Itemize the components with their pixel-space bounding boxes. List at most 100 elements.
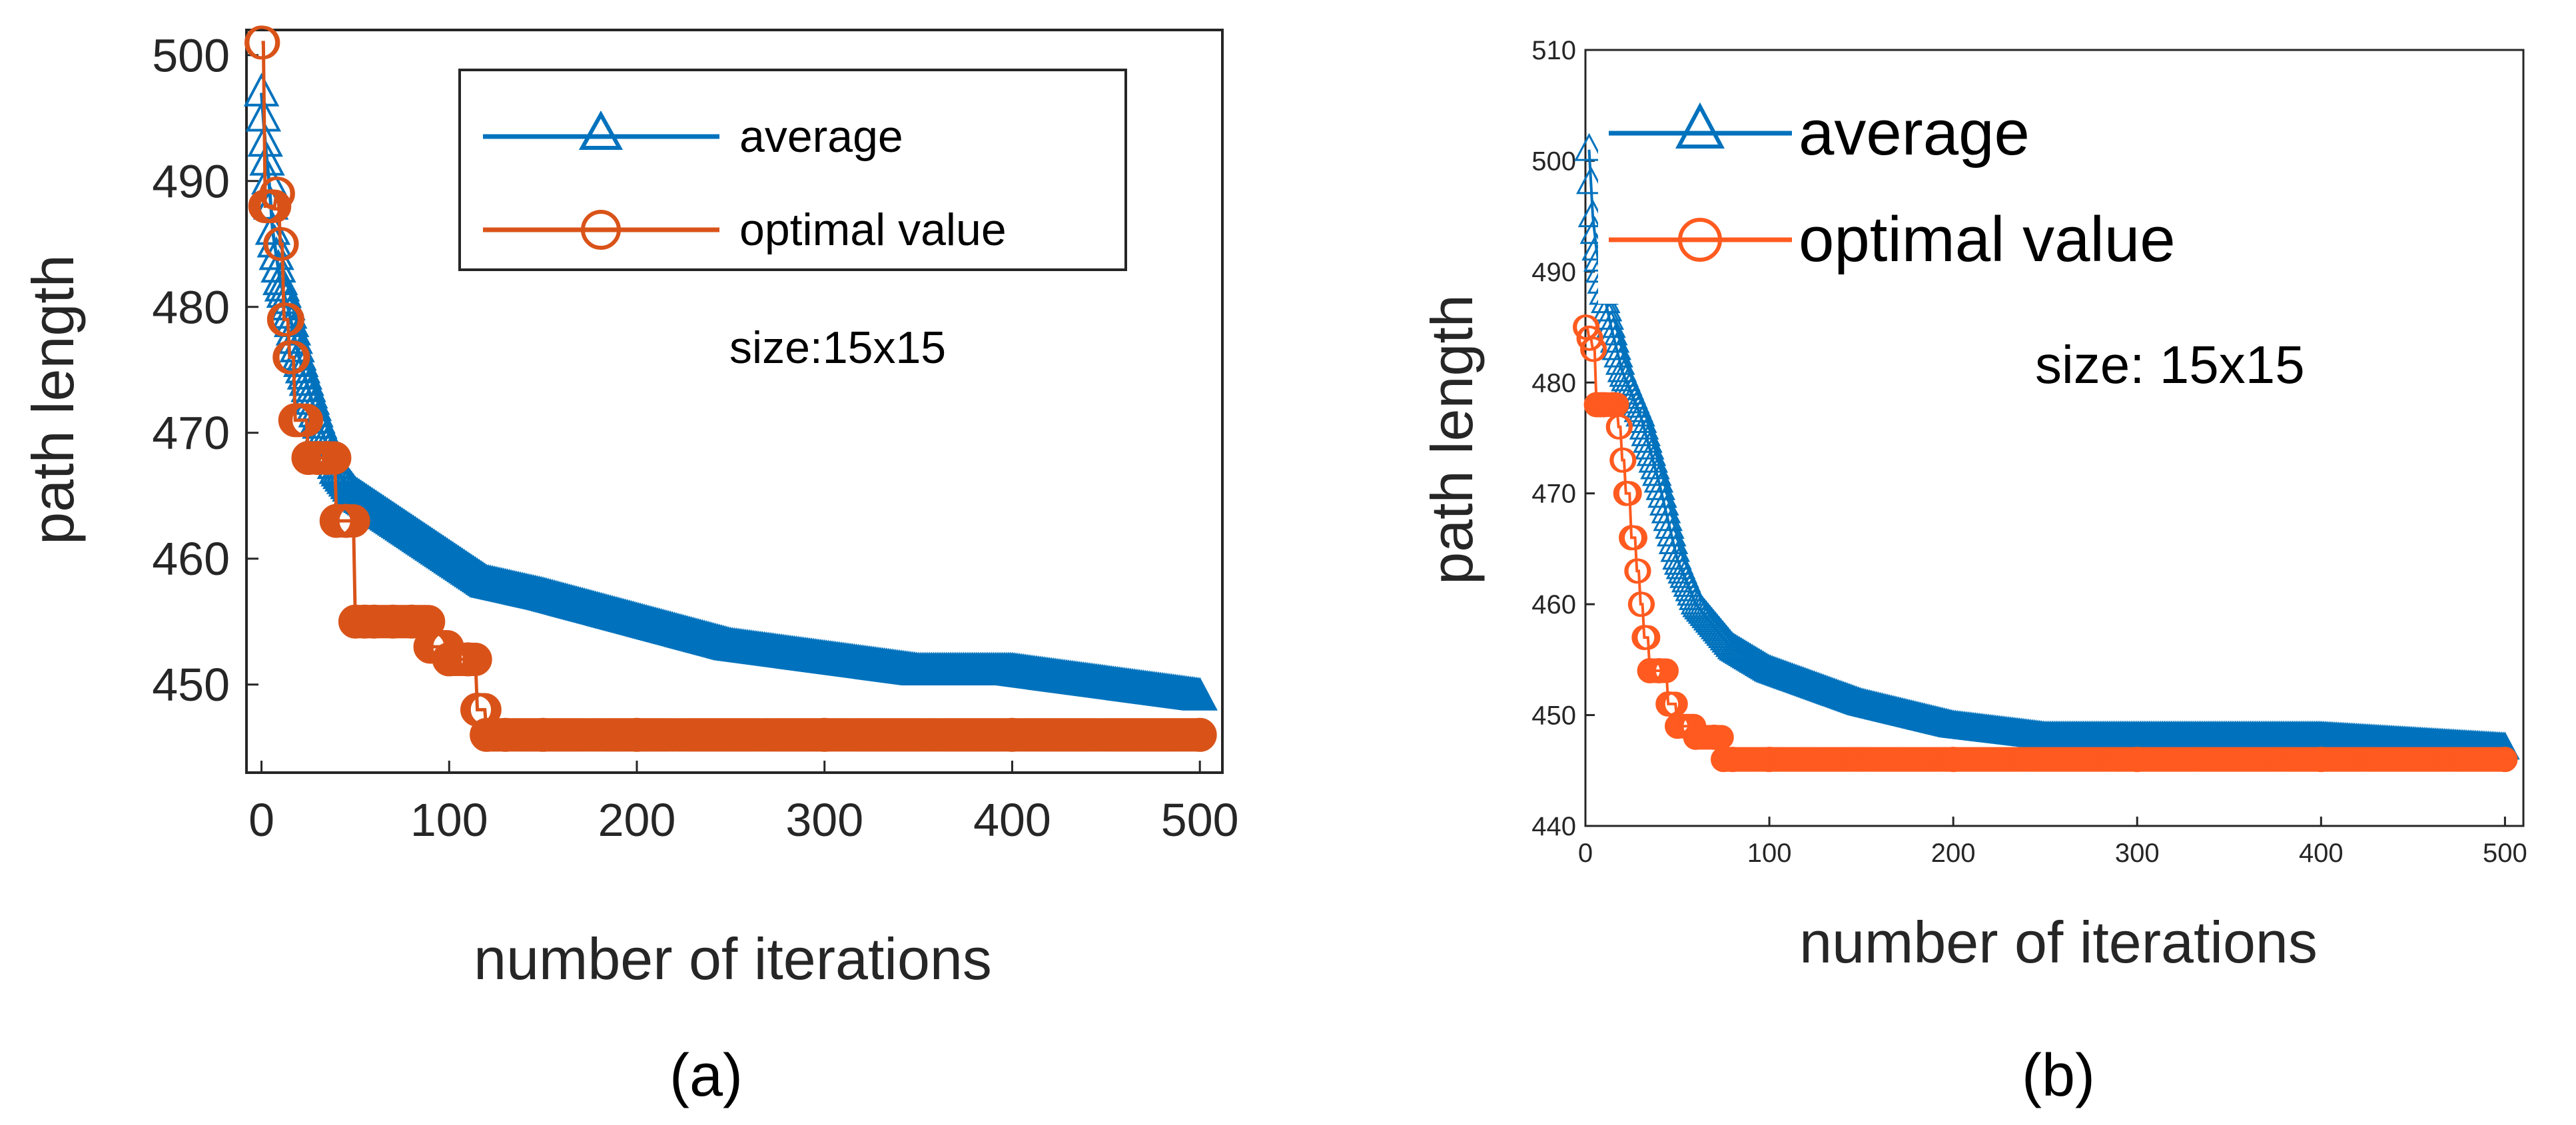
y-tick-label: 490 xyxy=(152,155,230,207)
average-marker xyxy=(1627,404,1657,433)
optimal-point xyxy=(470,717,504,752)
optimal-point xyxy=(328,504,363,538)
optimal-point xyxy=(244,25,279,60)
average-marker xyxy=(1655,510,1685,539)
x-tick-label: 200 xyxy=(598,794,676,846)
average-marker xyxy=(249,142,285,176)
optimal-marker xyxy=(1653,658,1679,683)
annotation-a: size:15x15 xyxy=(729,322,946,373)
optimal-point xyxy=(995,717,1029,752)
optimal-point xyxy=(1757,747,1783,773)
optimal-point xyxy=(413,629,448,664)
optimal-point xyxy=(319,504,354,538)
average-marker xyxy=(1641,458,1672,486)
x-tick-label: 400 xyxy=(973,794,1051,846)
y-tick-label: 510 xyxy=(1531,36,1576,65)
average-marker xyxy=(1647,480,1677,508)
optimal-point xyxy=(620,717,654,752)
optimal-point xyxy=(338,604,372,639)
x-tick-label: 0 xyxy=(1578,839,1593,868)
y-tick-label: 450 xyxy=(152,659,230,711)
optimal-point xyxy=(1646,658,1672,683)
optimal-point xyxy=(1665,713,1691,739)
optimal-point xyxy=(1701,724,1727,750)
optimal-point xyxy=(263,226,298,261)
average-marker xyxy=(1601,332,1632,360)
caption-b: (b) xyxy=(2022,1042,2095,1109)
legend-marker-average-a xyxy=(578,110,624,150)
x-tick-label: 0 xyxy=(248,794,274,846)
x-tick-label: 300 xyxy=(2115,839,2160,868)
y-tick-label: 460 xyxy=(1531,590,1576,619)
x-tick-label: 300 xyxy=(785,794,863,846)
y-axis-label-b: path length xyxy=(1419,294,1485,585)
optimal-point xyxy=(282,403,316,438)
optimal-point xyxy=(272,340,307,374)
optimal-point xyxy=(291,441,326,476)
optimal-point xyxy=(1719,747,1745,773)
optimal-point xyxy=(2492,747,2518,773)
optimal-point xyxy=(450,642,485,677)
x-tick-label: 100 xyxy=(410,794,488,846)
average-marker xyxy=(1658,526,1689,555)
average-marker xyxy=(275,312,312,346)
legend-b: average optimal value xyxy=(1598,56,2365,304)
optimal-point xyxy=(807,717,842,752)
optimal-point xyxy=(1631,625,1657,651)
average-marker xyxy=(1182,677,1218,711)
optimal-point xyxy=(1655,691,1681,717)
average-marker xyxy=(1653,503,1683,532)
optimal-point xyxy=(259,177,294,211)
average-marker xyxy=(1660,534,1691,562)
optimal-point xyxy=(357,604,392,639)
y-axis-label-a: path length xyxy=(20,254,86,545)
optimal-marker xyxy=(336,504,370,538)
optimal-point xyxy=(432,642,466,677)
annotation-b: size: 15x15 xyxy=(2035,335,2305,394)
average-marker xyxy=(1636,438,1667,466)
optimal-point xyxy=(266,302,301,337)
legend-label-optimal-a: optimal value xyxy=(739,204,1007,255)
average-marker xyxy=(1633,424,1663,453)
average-marker xyxy=(1649,487,1679,516)
caption-a: (a) xyxy=(669,1042,743,1109)
legend-box-b xyxy=(1598,56,2365,304)
optimal-point xyxy=(1683,724,1709,750)
optimal-point xyxy=(1573,314,1598,340)
optimal-point xyxy=(1637,658,1663,683)
y-tick-label: 470 xyxy=(152,407,230,459)
x-tick-label: 200 xyxy=(1931,839,1976,868)
average-marker xyxy=(1574,133,1604,161)
legend-marker-average-b xyxy=(1675,102,1725,149)
panel-a: 0 100 200 300 400 500 450 460 470 480 490 500 path … xyxy=(20,25,1239,1109)
average-marker xyxy=(1625,398,1655,427)
optimal-marker xyxy=(290,403,324,437)
legend-label-average-a: average xyxy=(739,111,903,162)
legend-label-average-b: average xyxy=(1799,97,2030,169)
average-marker xyxy=(1638,444,1669,473)
legend-marker-optimal-b xyxy=(1678,218,1722,262)
optimal-point xyxy=(1580,336,1606,362)
x-tick-label: 500 xyxy=(2483,839,2527,868)
average-marker xyxy=(1596,310,1626,338)
average-marker xyxy=(1629,411,1659,440)
optimal-point xyxy=(394,604,429,639)
legend-a: average optimal value xyxy=(458,69,1127,271)
optimal-point xyxy=(1624,558,1650,584)
optimal-point xyxy=(460,693,495,727)
optimal-point xyxy=(1627,591,1653,617)
average-marker xyxy=(1634,431,1665,460)
average-marker xyxy=(1656,518,1687,547)
x-tick-label: 500 xyxy=(1161,794,1239,846)
optimal-point xyxy=(376,604,410,639)
y-tick-label: 460 xyxy=(152,533,230,585)
y-tick-label: 490 xyxy=(1531,258,1576,287)
average-marker xyxy=(1645,472,1676,500)
y-tick-label: 480 xyxy=(152,281,230,333)
optimal-marker xyxy=(458,642,492,676)
y-tick-label: 450 xyxy=(1531,701,1576,731)
legend-box-a xyxy=(458,69,1127,271)
optimal-point xyxy=(1182,717,1217,752)
y-tick-label: 480 xyxy=(1531,368,1576,398)
